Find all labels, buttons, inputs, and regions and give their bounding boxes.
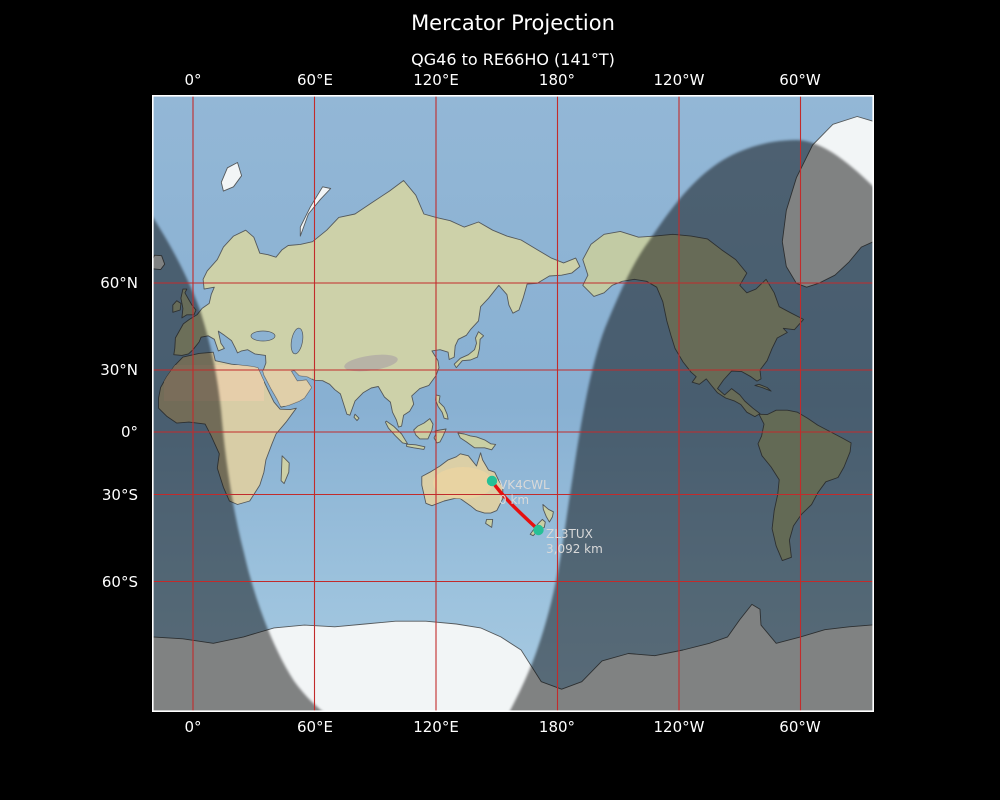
landmass (280, 455, 290, 485)
axis-tick-label-bottom: 0° (184, 718, 202, 736)
marker-dot-zl3tux (533, 524, 544, 536)
landmass (353, 413, 360, 422)
marker-callsign-vk4cwl: VK4CWL (499, 478, 550, 492)
landmass (406, 443, 426, 450)
axis-tick-label-top: 120°W (653, 71, 705, 89)
axis-tick-label-top: 0° (184, 71, 202, 89)
axis-tick-label-top: 180° (538, 71, 576, 89)
marker-dot-vk4cwl (486, 475, 498, 487)
landmass (542, 504, 554, 523)
qso-layer: VK4CWL 0 km ZL3TUX 3,092 km (486, 475, 603, 556)
landmass (485, 518, 494, 528)
axis-tick-label-top: 120°E (413, 71, 459, 89)
lat-lon-grid (152, 95, 874, 712)
landmass (173, 180, 581, 428)
landmass (453, 331, 485, 369)
axis-tick-label-bottom: 60°W (779, 718, 821, 736)
axis-tick-label-bottom: 180° (538, 718, 576, 736)
axis-tick-label-left: 0° (120, 423, 138, 441)
inland-seas (250, 327, 304, 355)
axis-tick-label-bottom: 120°W (653, 718, 705, 736)
page-subtitle: QG46 to RE66HO (141°T) (411, 50, 615, 69)
landmass (220, 162, 243, 192)
night-region-west (152, 215, 324, 712)
map-canvas: VK4CWL 0 km ZL3TUX 3,092 km (152, 95, 874, 712)
landmass (299, 186, 332, 237)
axis-tick-label-top: 60°E (296, 71, 334, 89)
marker-distance-vk4cwl: 0 km (499, 493, 529, 507)
marker-callsign-zl3tux: ZL3TUX (546, 527, 593, 541)
axis-tick-label-left: 60°N (100, 274, 138, 292)
axis-tick-label-left: 30°S (101, 486, 138, 504)
mercator-map: VK4CWL 0 km ZL3TUX 3,092 km (152, 95, 874, 712)
landmass (457, 432, 497, 451)
axis-tick-label-left: 30°N (100, 361, 138, 379)
axis-tick-label-bottom: 120°E (413, 718, 459, 736)
landmass (413, 418, 434, 440)
landmass (435, 394, 449, 420)
axis-tick-label-bottom: 60°E (296, 718, 334, 736)
map-border (152, 95, 874, 712)
axis-tick-label-left: 60°S (101, 573, 138, 591)
axis-tick-label-top: 60°W (779, 71, 821, 89)
marker-distance-zl3tux: 3,092 km (546, 542, 603, 556)
page-title: Mercator Projection (411, 11, 615, 35)
